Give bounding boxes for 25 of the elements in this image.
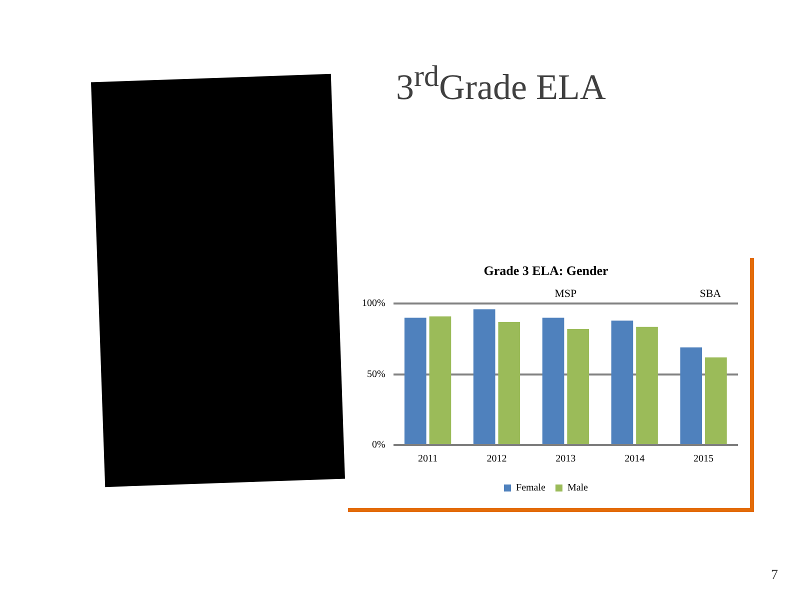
text: 7 [771,568,778,584]
bar [542,318,564,444]
x-tick-label: 2014 [624,454,645,465]
bar [636,326,658,444]
bar [404,318,426,444]
bar [680,347,702,444]
bar [705,357,727,444]
bar [567,329,589,444]
text: SBA [700,288,722,300]
y-tick-label: 50% [366,368,386,380]
y-tick-label: 0% [372,440,386,451]
bar [429,316,452,444]
chart-subtitle: Grade 3 ELA: Gender [484,263,609,278]
x-tick-label: 2015 [694,454,714,465]
x-tick-label: 2011 [418,454,438,465]
legend-label: Male [567,482,589,494]
x-tick-label: 2012 [486,454,507,465]
bar [473,309,496,444]
x-tick-label: 2013 [556,454,576,465]
legend-label: Female [516,482,546,494]
bar [498,322,520,444]
y-tick-label: 100% [362,298,386,310]
chart-title: 3$^{rd}$Grade ELA [396,60,606,108]
bar [611,320,634,444]
text: MSP [554,288,577,300]
